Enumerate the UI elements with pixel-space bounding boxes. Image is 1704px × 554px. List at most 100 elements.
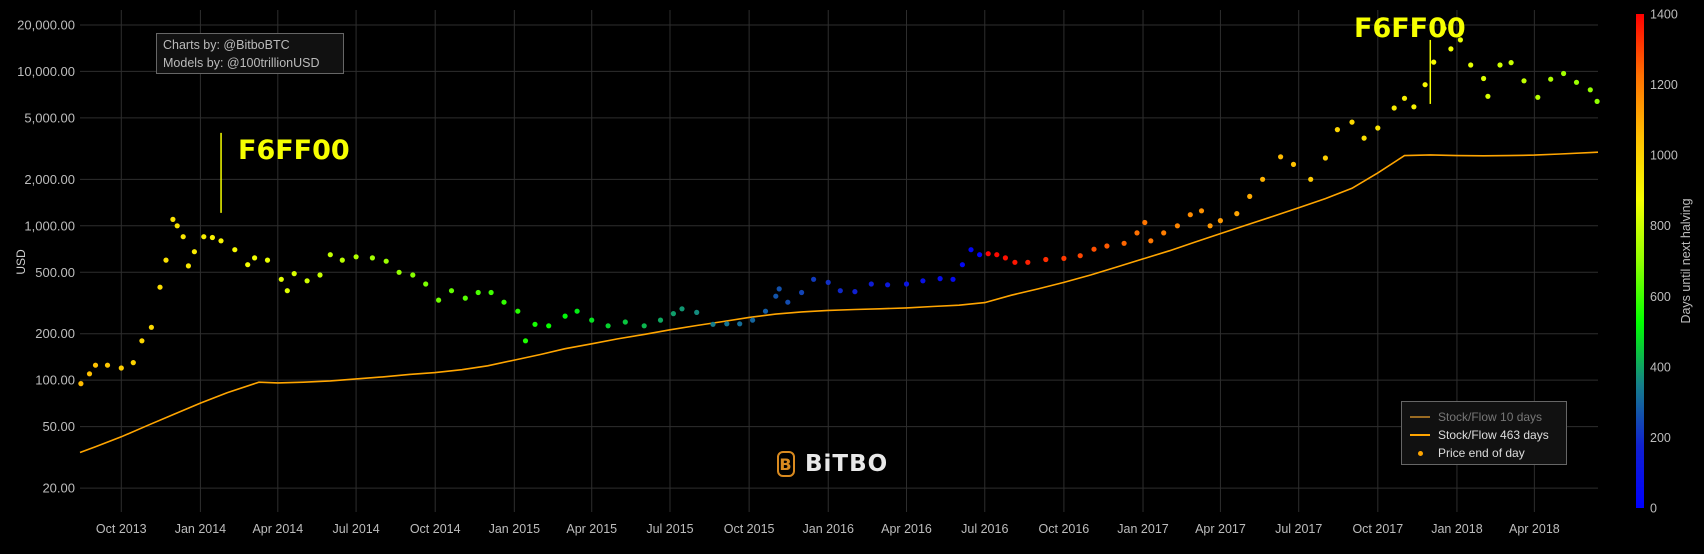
- price-point: [1573, 79, 1580, 85]
- legend: Stock/Flow 10 days Stock/Flow 463 days P…: [1401, 401, 1567, 465]
- price-point: [291, 271, 297, 277]
- y-tick-label: 50.00: [42, 419, 75, 434]
- price-point: [501, 299, 507, 305]
- x-tick-label: Jan 2015: [489, 522, 540, 536]
- price-point: [562, 313, 568, 319]
- price-point: [825, 279, 831, 285]
- price-point: [191, 249, 197, 255]
- price-point: [163, 257, 169, 263]
- x-tick-label: Apr 2018: [1509, 522, 1560, 536]
- price-point: [1278, 154, 1284, 160]
- colorbar: [1636, 14, 1644, 508]
- price-point: [1142, 219, 1148, 226]
- price-point: [339, 257, 345, 263]
- price-point: [837, 288, 843, 294]
- price-point: [1468, 62, 1474, 68]
- price-point: [1198, 208, 1205, 214]
- legend-label: Stock/Flow 463 days: [1438, 428, 1549, 442]
- price-point: [574, 308, 580, 314]
- price-point: [522, 338, 529, 344]
- bitbo-logo: B BiTBO: [777, 451, 888, 477]
- x-tick-label: Jan 2014: [175, 522, 226, 536]
- price-point: [1308, 176, 1314, 182]
- price-point: [1104, 243, 1110, 249]
- price-point: [532, 321, 538, 327]
- y-tick-label: 2,000.00: [24, 172, 75, 187]
- price-point: [130, 360, 136, 366]
- price-point: [903, 281, 910, 287]
- x-tick-label: Jan 2018: [1431, 522, 1482, 536]
- x-tick-label: Jul 2016: [961, 522, 1008, 536]
- price-point: [622, 319, 628, 325]
- x-tick-label: Jul 2017: [1275, 522, 1322, 536]
- credits-line-models: Models by: @100trillionUSD: [163, 56, 320, 70]
- legend-item-price[interactable]: Price end of day: [1410, 445, 1525, 461]
- legend-line-swatch: [1410, 416, 1430, 418]
- price-point: [937, 276, 943, 282]
- price-point: [1002, 255, 1009, 261]
- x-tick-label: Apr 2016: [881, 522, 932, 536]
- colorbar-tick-label: 800: [1650, 219, 1671, 233]
- price-point: [1411, 104, 1417, 110]
- x-tick-label: Jan 2017: [1117, 522, 1168, 536]
- price-point: [462, 295, 468, 301]
- x-tick-label: Oct 2016: [1039, 522, 1090, 536]
- price-point: [488, 289, 494, 296]
- x-tick-label: Oct 2013: [96, 522, 147, 536]
- price-point: [1290, 161, 1297, 167]
- y-tick-label: 20,000.00: [17, 17, 75, 32]
- price-point: [245, 262, 251, 268]
- price-point: [1422, 82, 1428, 88]
- price-point: [1561, 70, 1567, 77]
- y-tick-label: 500.00: [35, 265, 75, 280]
- price-point: [977, 252, 983, 258]
- price-point: [423, 281, 429, 287]
- price-point: [1481, 75, 1487, 82]
- legend-item-sf463[interactable]: Stock/Flow 463 days: [1410, 427, 1549, 443]
- price-point: [1234, 211, 1240, 217]
- price-point: [1485, 93, 1491, 99]
- price-point: [201, 234, 207, 240]
- price-point: [799, 289, 805, 296]
- stock-flow-463-line: [79, 151, 1599, 454]
- price-point: [1148, 238, 1154, 244]
- price-point: [157, 284, 163, 290]
- legend-item-sf10[interactable]: Stock/Flow 10 days: [1410, 409, 1542, 425]
- price-point: [885, 282, 891, 288]
- colorbar-tick-label: 1400: [1650, 8, 1678, 22]
- price-point: [1508, 60, 1514, 66]
- price-point: [985, 251, 991, 257]
- x-tick-label: Apr 2015: [566, 522, 617, 536]
- price-point: [1375, 125, 1381, 131]
- y-tick-label: 1,000.00: [24, 218, 75, 233]
- price-point: [1361, 135, 1367, 141]
- price-point: [264, 257, 271, 263]
- price-point: [1025, 259, 1031, 265]
- price-point: [776, 286, 782, 292]
- price-point: [185, 263, 191, 269]
- colorbar-tick-label: 400: [1650, 360, 1671, 374]
- price-point: [174, 223, 180, 229]
- x-tick-label: Oct 2014: [410, 522, 461, 536]
- bitbo-logo-mark: B: [777, 451, 795, 477]
- y-tick-label: 5,000.00: [24, 110, 75, 125]
- price-point: [959, 262, 966, 268]
- price-point: [92, 362, 99, 368]
- price-point: [118, 365, 124, 371]
- price-point: [369, 255, 375, 261]
- price-point: [710, 321, 716, 327]
- x-tick-label: Apr 2014: [252, 522, 303, 536]
- price-point: [86, 371, 93, 377]
- y-tick-label: 20.00: [42, 481, 75, 496]
- credits-box: Charts by: @BitboBTC Models by: @100tril…: [156, 33, 344, 74]
- price-point: [1448, 46, 1454, 52]
- x-tick-label: Apr 2017: [1195, 522, 1246, 536]
- y-axis-title: USD: [14, 249, 28, 275]
- price-point: [670, 311, 677, 317]
- price-point: [1161, 230, 1167, 236]
- price-point: [1012, 259, 1018, 265]
- price-point: [1457, 37, 1463, 43]
- price-point: [950, 276, 956, 282]
- price-point: [448, 288, 455, 294]
- price-point: [657, 317, 664, 323]
